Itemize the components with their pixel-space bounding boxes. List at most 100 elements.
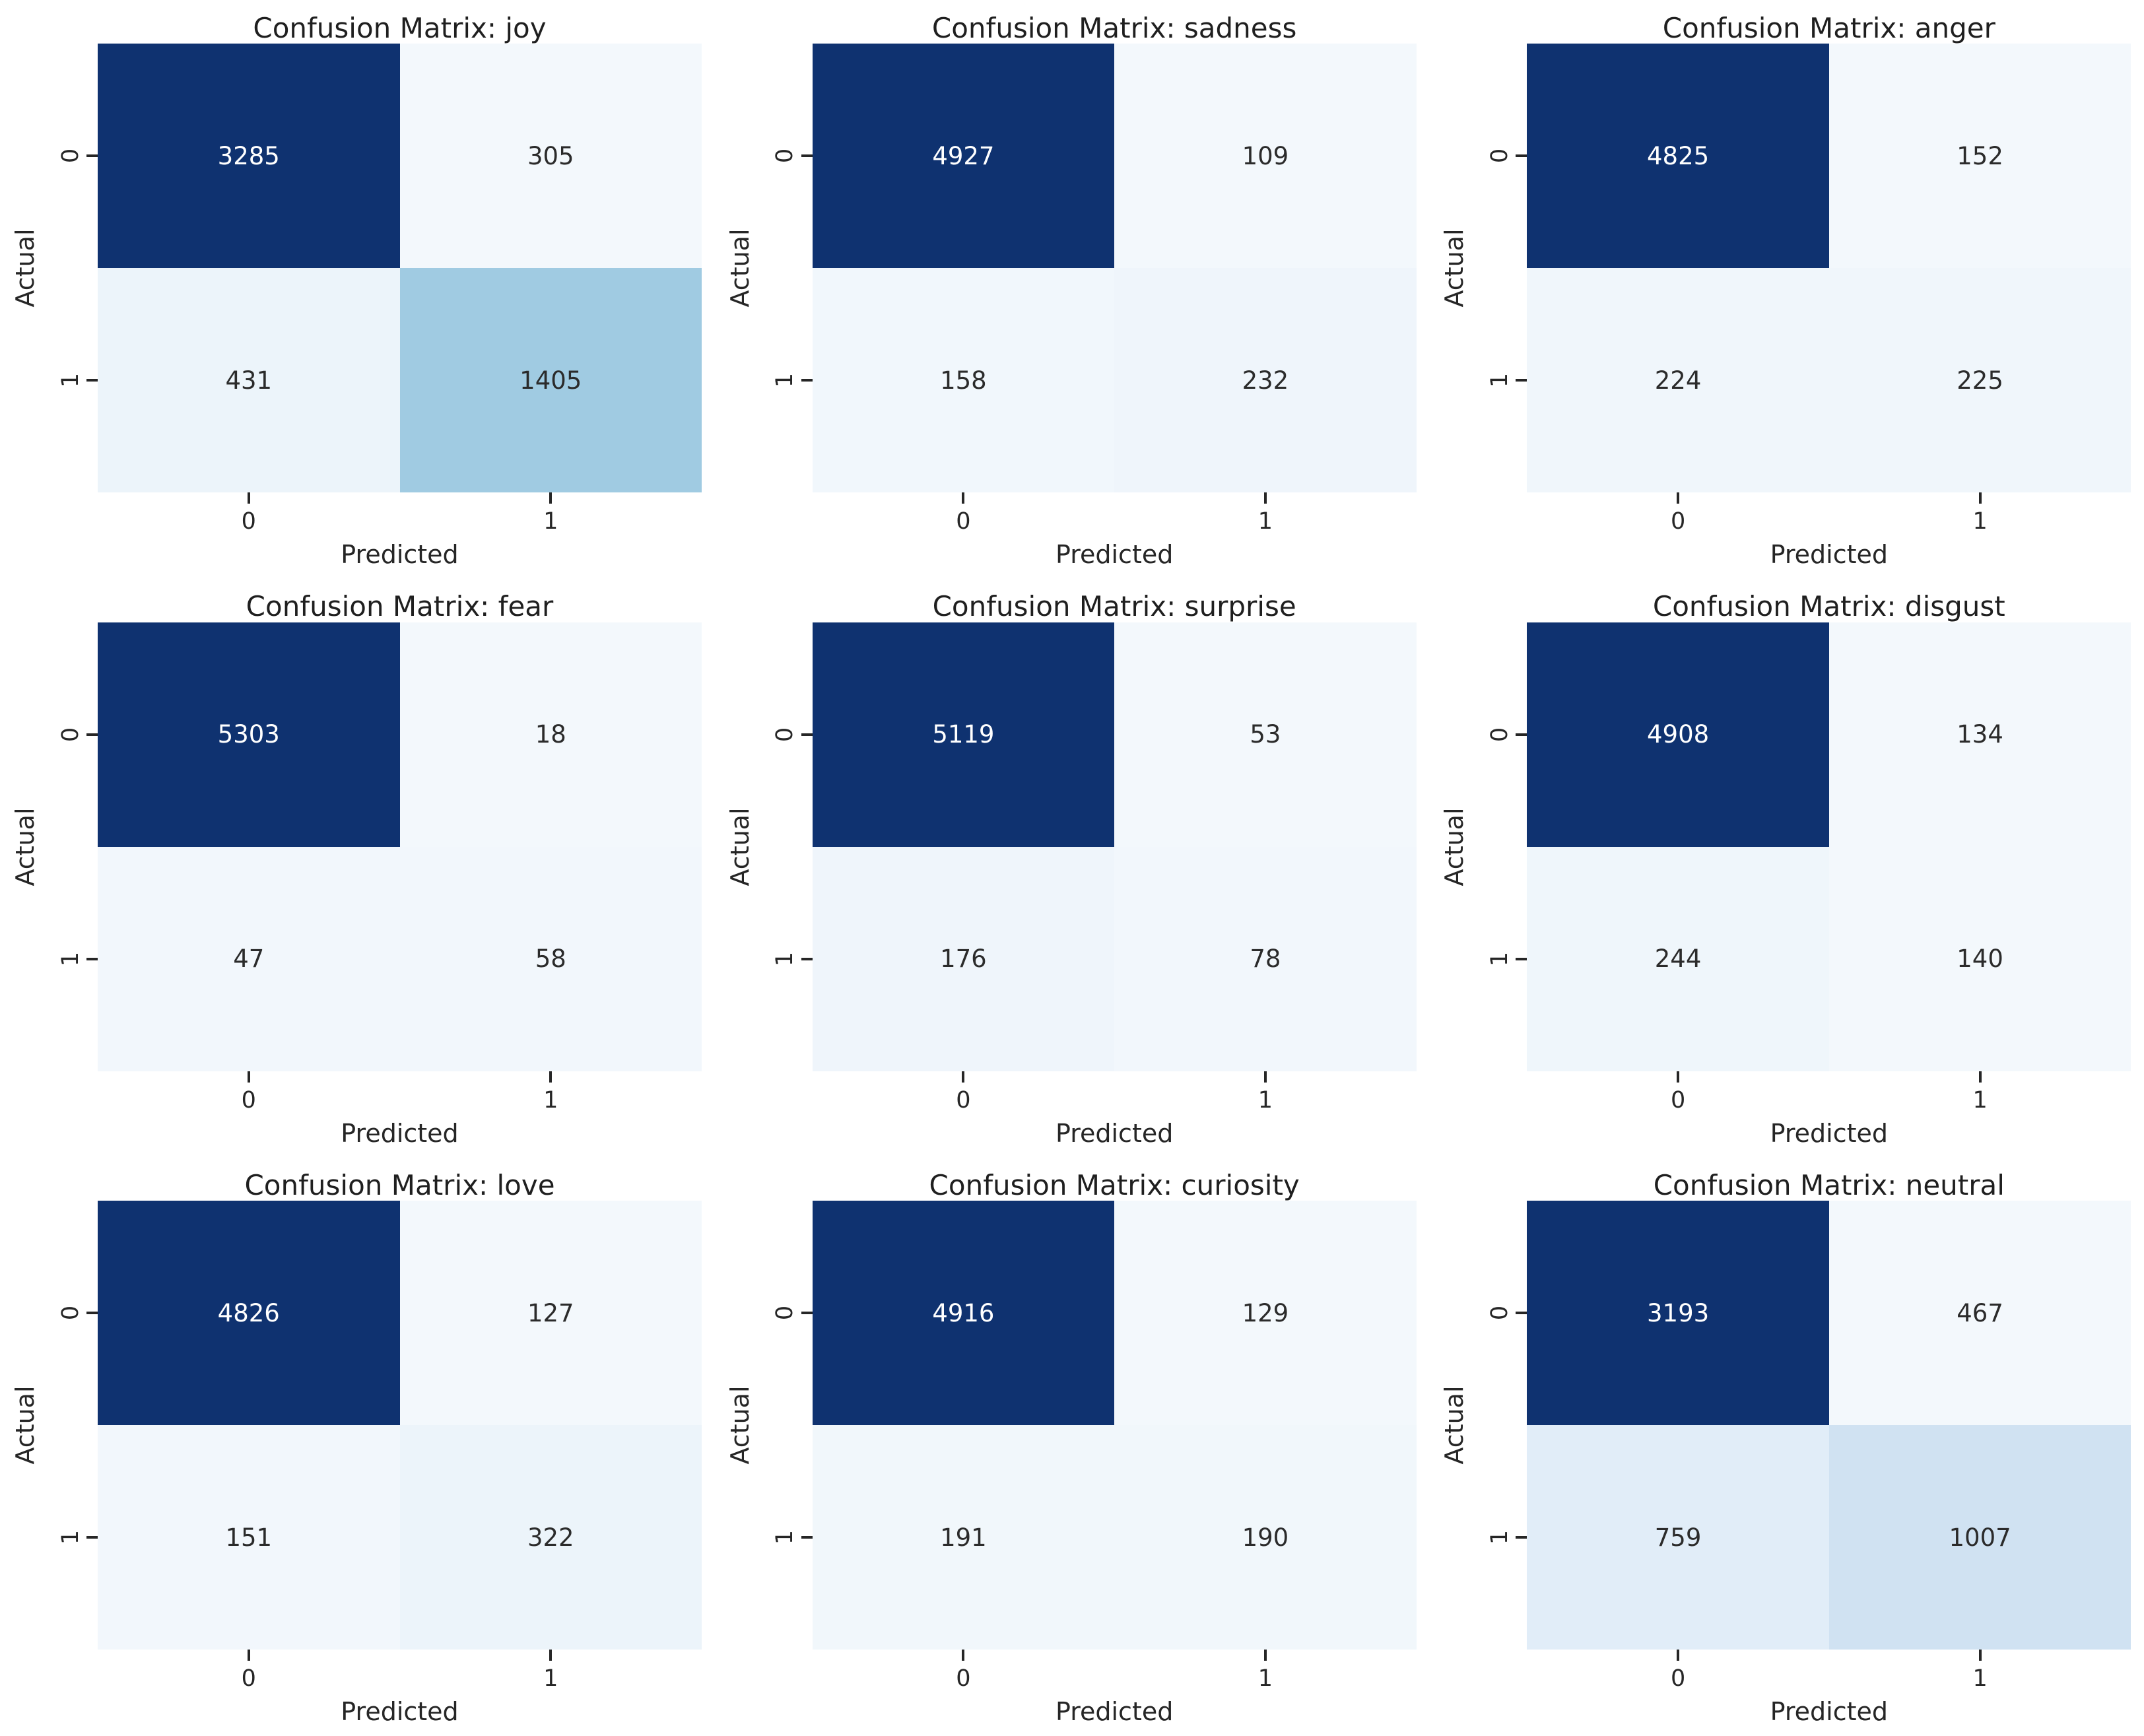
x-axis-label: Predicted bbox=[1055, 540, 1174, 569]
cell-1-1: 78 bbox=[1114, 846, 1417, 1071]
cell-1-0: 151 bbox=[98, 1425, 400, 1650]
x-axis: 0 1 bbox=[1527, 1650, 2131, 1697]
x-tick-label-0: 0 bbox=[956, 1665, 971, 1692]
y-tick-label-1: 1 bbox=[772, 1530, 799, 1545]
y-tick-label-0: 0 bbox=[772, 1306, 799, 1321]
y-tick-label-0: 0 bbox=[1487, 1306, 1514, 1321]
x-tick-label-0: 0 bbox=[956, 1086, 971, 1114]
x-axis-label: Predicted bbox=[341, 1697, 459, 1727]
x-tick-mark-0 bbox=[1677, 1071, 1680, 1083]
cell-0-1: 127 bbox=[399, 1201, 702, 1426]
y-tick-mark-0 bbox=[801, 154, 813, 157]
heatmap: 3193 467 759 1007 bbox=[1527, 1201, 2131, 1650]
x-axis-label: Predicted bbox=[1770, 540, 1889, 569]
cell-0-0: 5119 bbox=[812, 622, 1115, 847]
y-tick-label-1: 1 bbox=[1487, 951, 1514, 966]
heatmap: 4927 109 158 232 bbox=[812, 44, 1417, 492]
y-tick-mark-0 bbox=[86, 733, 98, 736]
x-tick-mark-0 bbox=[962, 1071, 965, 1083]
chart-title: Confusion Matrix: neutral bbox=[1653, 1169, 2005, 1202]
confusion-matrix-subplot-fear: Confusion Matrix: fear Actual 0 1 5303 1… bbox=[0, 579, 715, 1158]
y-tick-mark-1 bbox=[86, 957, 98, 960]
x-tick-mark-0 bbox=[247, 1071, 250, 1083]
x-tick-label-1: 1 bbox=[543, 1665, 558, 1692]
x-axis-label: Predicted bbox=[341, 1118, 459, 1148]
cell-1-0: 47 bbox=[98, 846, 400, 1071]
x-tick-label-0: 0 bbox=[1670, 508, 1686, 535]
y-tick-mark-1 bbox=[1516, 379, 1527, 382]
confusion-matrix-subplot-love: Confusion Matrix: love Actual 0 1 4826 1… bbox=[0, 1157, 715, 1736]
y-axis: Actual 0 1 bbox=[1429, 622, 1527, 1071]
heatmap: 5119 53 176 78 bbox=[812, 622, 1417, 1071]
y-tick-mark-1 bbox=[801, 379, 813, 382]
x-tick-mark-1 bbox=[549, 1071, 553, 1083]
y-tick-label-1: 1 bbox=[1487, 1530, 1514, 1545]
y-tick-mark-1 bbox=[86, 1536, 98, 1539]
chart-title: Confusion Matrix: curiosity bbox=[929, 1169, 1300, 1202]
y-axis-label: Actual bbox=[725, 807, 754, 886]
x-tick-mark-0 bbox=[247, 492, 250, 504]
y-tick-mark-0 bbox=[86, 154, 98, 157]
cell-1-1: 190 bbox=[1114, 1425, 1417, 1650]
y-axis: Actual 0 1 bbox=[0, 622, 98, 1071]
y-axis-label: Actual bbox=[1440, 1385, 1469, 1465]
y-tick-mark-1 bbox=[801, 1536, 813, 1539]
cell-0-0: 4916 bbox=[812, 1201, 1115, 1426]
x-axis: 0 1 bbox=[813, 492, 1417, 540]
cell-0-1: 305 bbox=[399, 44, 702, 268]
x-tick-label-1: 1 bbox=[543, 1086, 558, 1114]
y-tick-mark-1 bbox=[801, 957, 813, 960]
y-tick-label-0: 0 bbox=[1487, 727, 1514, 742]
x-axis-label: Predicted bbox=[1770, 1118, 1889, 1148]
heatmap: 3285 305 431 1405 bbox=[98, 44, 702, 492]
chart-title: Confusion Matrix: joy bbox=[253, 11, 547, 44]
x-axis: 0 1 bbox=[1527, 492, 2131, 540]
x-axis: 0 1 bbox=[1527, 1071, 2131, 1119]
y-axis: Actual 0 1 bbox=[0, 44, 98, 492]
x-axis-label: Predicted bbox=[1055, 1118, 1174, 1148]
cell-0-0: 3285 bbox=[98, 44, 400, 268]
confusion-matrix-subplot-joy: Confusion Matrix: joy Actual 0 1 3285 30… bbox=[0, 0, 715, 579]
y-axis: Actual 0 1 bbox=[715, 622, 813, 1071]
y-axis: Actual 0 1 bbox=[0, 1201, 98, 1650]
y-tick-label-0: 0 bbox=[57, 1306, 84, 1321]
y-axis-label: Actual bbox=[11, 228, 40, 308]
x-axis: 0 1 bbox=[813, 1071, 1417, 1119]
cell-1-1: 58 bbox=[399, 846, 702, 1071]
y-tick-mark-0 bbox=[1516, 154, 1527, 157]
x-tick-label-1: 1 bbox=[1257, 1086, 1273, 1114]
chart-title: Confusion Matrix: disgust bbox=[1652, 590, 2005, 623]
cell-0-0: 5303 bbox=[98, 622, 400, 847]
chart-title: Confusion Matrix: anger bbox=[1662, 11, 1995, 44]
x-tick-mark-0 bbox=[1677, 492, 1680, 504]
x-tick-label-0: 0 bbox=[956, 508, 971, 535]
x-tick-label-0: 0 bbox=[241, 1086, 256, 1114]
cell-0-1: 467 bbox=[1828, 1201, 2131, 1426]
y-axis-label: Actual bbox=[725, 228, 754, 308]
confusion-matrix-subplot-disgust: Confusion Matrix: disgust Actual 0 1 490… bbox=[1429, 579, 2144, 1158]
x-axis-label: Predicted bbox=[1770, 1697, 1889, 1727]
cell-1-0: 224 bbox=[1527, 268, 1829, 492]
x-tick-label-1: 1 bbox=[1972, 508, 1988, 535]
x-tick-mark-1 bbox=[1978, 1650, 1982, 1661]
cell-0-1: 129 bbox=[1114, 1201, 1417, 1426]
x-axis: 0 1 bbox=[98, 1071, 702, 1119]
confusion-matrix-subplot-anger: Confusion Matrix: anger Actual 0 1 4825 … bbox=[1429, 0, 2144, 579]
cell-1-0: 176 bbox=[812, 846, 1115, 1071]
confusion-matrix-subplot-surprise: Confusion Matrix: surprise Actual 0 1 51… bbox=[715, 579, 1430, 1158]
x-tick-label-0: 0 bbox=[1670, 1086, 1686, 1114]
cell-0-0: 4908 bbox=[1527, 622, 1829, 847]
confusion-matrix-subplot-curiosity: Confusion Matrix: curiosity Actual 0 1 4… bbox=[715, 1157, 1430, 1736]
cell-1-1: 232 bbox=[1114, 268, 1417, 492]
y-axis: Actual 0 1 bbox=[1429, 44, 1527, 492]
x-tick-mark-0 bbox=[1677, 1650, 1680, 1661]
cell-1-1: 1007 bbox=[1828, 1425, 2131, 1650]
heatmap: 4825 152 224 225 bbox=[1527, 44, 2131, 492]
x-tick-label-1: 1 bbox=[1972, 1086, 1988, 1114]
y-tick-mark-1 bbox=[1516, 1536, 1527, 1539]
heatmap: 5303 18 47 58 bbox=[98, 622, 702, 1071]
y-tick-mark-1 bbox=[86, 379, 98, 382]
x-tick-label-1: 1 bbox=[543, 508, 558, 535]
cell-1-1: 225 bbox=[1828, 268, 2131, 492]
